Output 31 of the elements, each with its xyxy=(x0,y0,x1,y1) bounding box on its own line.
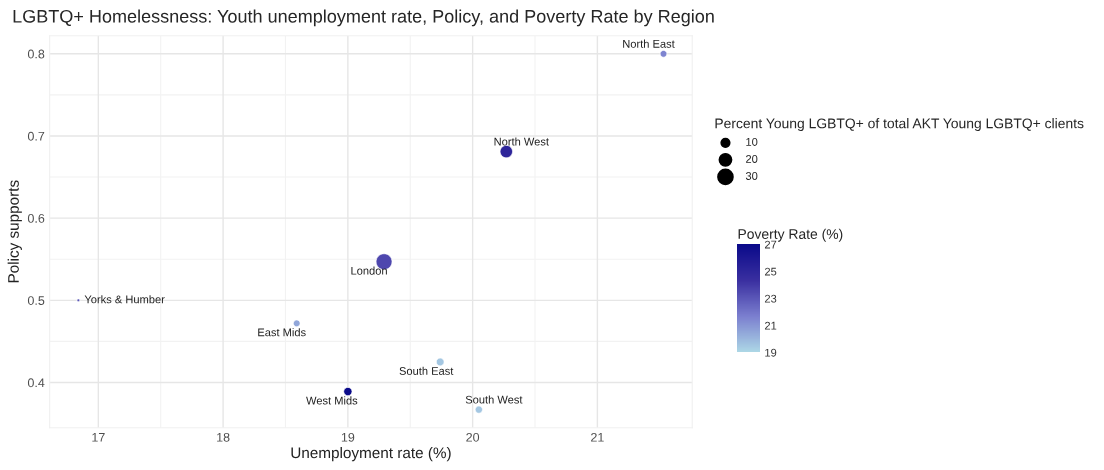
color-bar-label: 27 xyxy=(764,240,777,249)
legend-label: 10 xyxy=(746,138,758,146)
x-tick-label: 19 xyxy=(341,432,355,442)
annotation: London xyxy=(351,266,387,275)
annotation: Yorks & Humber xyxy=(84,295,165,304)
annotation: North West xyxy=(494,137,549,146)
color-bar-label: 21 xyxy=(764,321,777,330)
x-tick-label: 17 xyxy=(92,433,105,442)
x-tick-label: 20 xyxy=(466,432,480,442)
y-axis-title: Policy supports xyxy=(7,180,22,283)
x-tick-label: 18 xyxy=(217,432,230,442)
annotation: South East xyxy=(399,366,454,375)
color-bar-title: Poverty Rate (%) xyxy=(738,228,843,242)
annotation: East Mids xyxy=(258,328,306,337)
y-tick-label: 0.6 xyxy=(27,213,45,223)
y-tick-label: 0.4 xyxy=(27,378,45,388)
chart-title: LGBTQ+ Homelessness: Youth unemployment rate, Policy, and Poverty Rate by Region xyxy=(13,9,714,27)
annotation: West Mids xyxy=(306,396,358,405)
y-tick-label: 0.5 xyxy=(27,296,45,305)
legend-label: 30 xyxy=(745,172,758,180)
x-axis-title: Unemployment rate (%) xyxy=(291,446,451,462)
color-bar-label: 25 xyxy=(764,267,777,276)
y-tick-label: 0.8 xyxy=(27,49,45,59)
legend-title: Percent Young LGBTQ+ of total AKT Young LGBTQ+ clients xyxy=(715,118,1084,132)
x-tick-label: 21 xyxy=(591,432,604,442)
legend-label: 20 xyxy=(746,155,758,163)
color-bar-label: 23 xyxy=(764,294,777,303)
annotation: South West xyxy=(465,395,523,404)
color-bar-label: 19 xyxy=(765,348,777,357)
annotation: North East xyxy=(623,39,675,48)
y-tick-label: 0.7 xyxy=(27,131,45,141)
